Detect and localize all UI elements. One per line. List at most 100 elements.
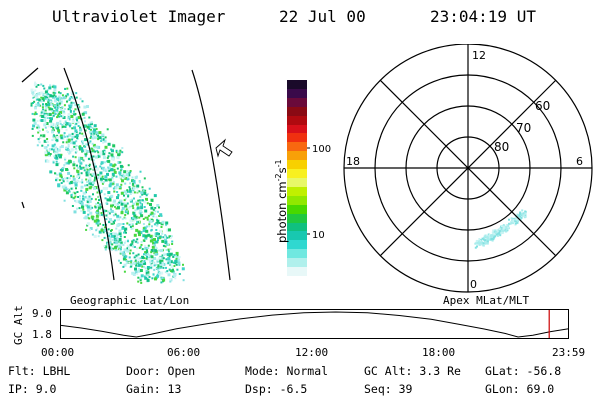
emission-pixel (42, 94, 45, 97)
emission-pixel (168, 268, 171, 271)
emission-pixel (118, 232, 122, 236)
emission-pixel (59, 92, 62, 95)
emission-pixel (41, 105, 44, 107)
emission-pixel (99, 152, 103, 156)
emission-pixel (162, 244, 165, 247)
emission-pixel (163, 254, 166, 257)
emission-pixel (59, 155, 62, 158)
emission-pixel (174, 259, 178, 263)
emission-pixel (485, 241, 488, 244)
emission-pixel (135, 255, 139, 259)
emission-pixel (76, 170, 80, 174)
emission-pixel (67, 94, 70, 97)
emission-pixel (67, 143, 70, 146)
emission-pixel (482, 238, 485, 241)
emission-pixel (81, 132, 84, 135)
emission-pixel (476, 243, 479, 246)
emission-pixel (110, 229, 112, 232)
emission-pixel (31, 102, 34, 104)
emission-pixel (497, 232, 500, 235)
emission-pixel (134, 267, 137, 271)
timeline-xtick-1800: 18:00 (422, 346, 456, 359)
emission-pixel (71, 113, 73, 116)
emission-pixel (125, 262, 128, 265)
emission-pixel (65, 191, 69, 195)
emission-pixel (89, 125, 92, 128)
emission-pixel (514, 222, 517, 225)
emission-pixel (107, 191, 111, 194)
seq-info: Seq: 39 (364, 382, 413, 396)
emission-pixel (149, 260, 153, 264)
emission-pixel (139, 231, 143, 235)
emission-pixel (81, 160, 84, 163)
emission-pixel (114, 211, 117, 214)
emission-pixel (57, 148, 61, 152)
emission-pixel (488, 233, 491, 236)
emission-pixel (169, 280, 172, 283)
emission-pixel (34, 93, 38, 97)
emission-pixel (145, 250, 149, 254)
emission-pixel (156, 235, 159, 238)
emission-pixel (55, 108, 59, 112)
emission-pixel (102, 152, 106, 156)
emission-pixel (121, 179, 124, 183)
emission-pixel (136, 187, 139, 190)
emission-pixel (88, 195, 91, 198)
emission-pixel (40, 100, 43, 103)
emission-pixel (104, 145, 108, 149)
emission-pixel (83, 150, 87, 154)
emission-pixel (75, 200, 79, 204)
emission-pixel (31, 134, 34, 137)
emission-pixel (120, 223, 123, 226)
emission-pixel (41, 97, 45, 101)
emission-pixel (478, 242, 481, 245)
emission-pixel (107, 228, 110, 231)
emission-pixel (154, 252, 158, 256)
emission-pixel (128, 223, 131, 226)
colorbar-segment (287, 204, 307, 214)
emission-pixel (168, 228, 171, 232)
emission-pixel (78, 156, 82, 160)
geographic-panel-label: Geographic Lat/Lon (70, 294, 190, 307)
emission-pixel (98, 206, 101, 210)
emission-pixel (91, 218, 94, 221)
emission-pixel (63, 132, 66, 135)
emission-pixel (120, 168, 123, 171)
emission-pixel (101, 138, 103, 141)
emission-pixel (154, 240, 158, 244)
emission-pixel (181, 267, 185, 271)
emission-pixel (45, 94, 48, 97)
emission-pixel (141, 199, 144, 202)
emission-pixel (143, 226, 147, 230)
emission-pixel (167, 257, 171, 260)
emission-pixel (42, 93, 45, 96)
emission-pixel (71, 127, 74, 130)
emission-pixel (143, 240, 146, 242)
emission-pixel (147, 273, 150, 276)
emission-pixel (139, 203, 142, 206)
emission-pixel (156, 260, 159, 263)
emission-pixel (515, 220, 518, 223)
emission-pixel (77, 173, 80, 176)
emission-pixel (151, 259, 154, 262)
emission-pixel (118, 259, 120, 262)
emission-pixel (44, 97, 47, 100)
colorbar (287, 80, 307, 276)
emission-pixel (125, 255, 128, 258)
emission-pixel (76, 137, 79, 139)
emission-pixel (150, 198, 154, 202)
emission-pixel (168, 262, 171, 265)
emission-pixel (82, 134, 85, 137)
emission-pixel (129, 249, 132, 252)
emission-pixel (104, 197, 107, 200)
emission-pixel (98, 131, 102, 135)
emission-pixel (76, 179, 80, 183)
emission-pixel (132, 202, 136, 206)
emission-pixel (86, 222, 90, 226)
emission-pixel (55, 160, 58, 163)
emission-pixel (132, 220, 135, 223)
emission-pixel (505, 227, 508, 230)
emission-pixel (143, 257, 146, 260)
emission-pixel (104, 136, 107, 139)
emission-pixel (98, 136, 102, 140)
